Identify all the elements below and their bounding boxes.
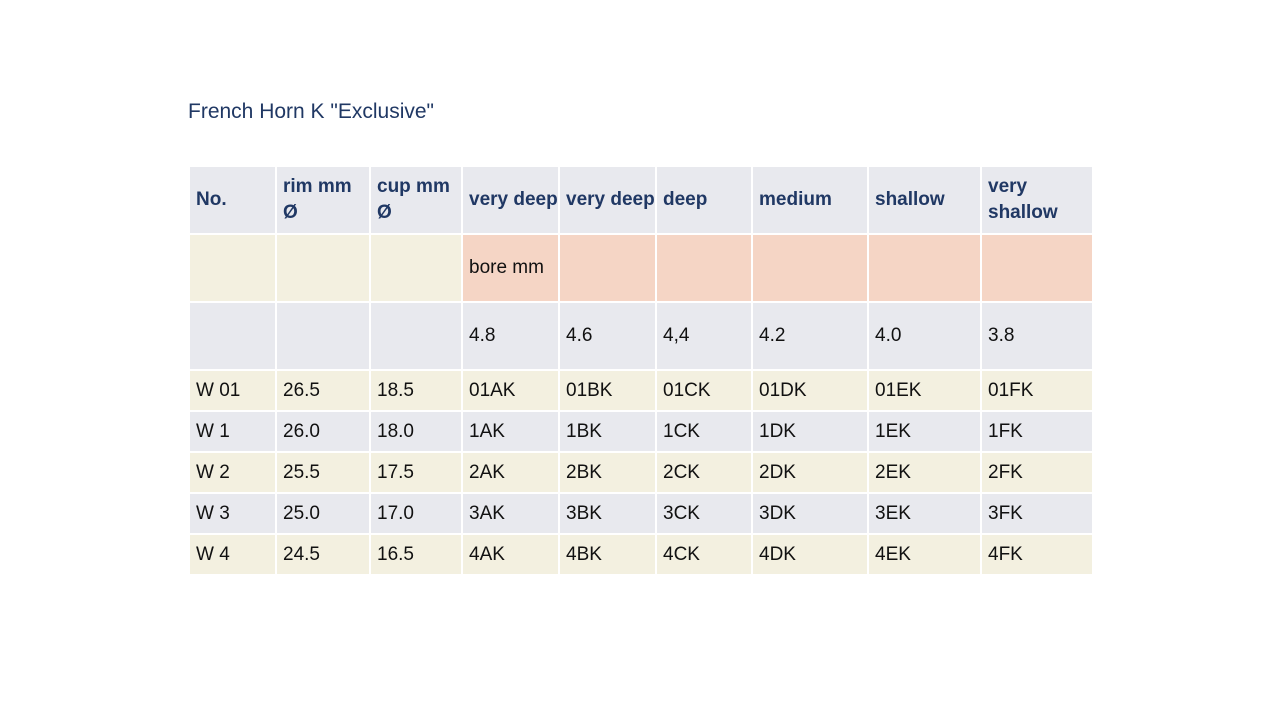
table-cell: 16.5 xyxy=(369,533,463,576)
empty-cell xyxy=(867,233,982,303)
table-cell: 2DK xyxy=(751,451,869,494)
empty-cell xyxy=(188,233,277,303)
table-row: W 1 26.0 18.0 1AK 1BK 1CK 1DK 1EK 1FK xyxy=(188,410,1094,453)
table-cell: 4CK xyxy=(655,533,753,576)
table-cell: 2EK xyxy=(867,451,982,494)
table-cell: 2FK xyxy=(980,451,1094,494)
column-header: rim mm Ø xyxy=(275,165,371,235)
table-cell: 4BK xyxy=(558,533,657,576)
table-cell: W 4 xyxy=(188,533,277,576)
table-cell: 1BK xyxy=(558,410,657,453)
table-cell: 1EK xyxy=(867,410,982,453)
empty-cell xyxy=(369,301,463,371)
table-cell: W 1 xyxy=(188,410,277,453)
empty-cell xyxy=(275,301,371,371)
table-cell: 01AK xyxy=(461,369,560,412)
table-cell: 3FK xyxy=(980,492,1094,535)
table-cell: 01CK xyxy=(655,369,753,412)
table-row: W 3 25.0 17.0 3AK 3BK 3CK 3DK 3EK 3FK xyxy=(188,492,1094,535)
table-cell: W 3 xyxy=(188,492,277,535)
table-cell: 1AK xyxy=(461,410,560,453)
table-cell: 1DK xyxy=(751,410,869,453)
table-cell: 4FK xyxy=(980,533,1094,576)
table-row: W 01 26.5 18.5 01AK 01BK 01CK 01DK 01EK 01FK xyxy=(188,369,1094,412)
table-cell: 26.5 xyxy=(275,369,371,412)
table-cell: 3BK xyxy=(558,492,657,535)
table-cell: 1FK xyxy=(980,410,1094,453)
table-cell: 01BK xyxy=(558,369,657,412)
empty-cell xyxy=(188,301,277,371)
table-cell: 2CK xyxy=(655,451,753,494)
bore-value: 4.6 xyxy=(558,301,657,371)
table-cell: 25.0 xyxy=(275,492,371,535)
empty-cell xyxy=(980,233,1094,303)
column-header: deep xyxy=(655,165,753,235)
table-row: W 4 24.5 16.5 4AK 4BK 4CK 4DK 4EK 4FK xyxy=(188,533,1094,576)
table-cell: 3AK xyxy=(461,492,560,535)
table-cell: 18.5 xyxy=(369,369,463,412)
page-title: French Horn K "Exclusive" xyxy=(188,100,434,123)
table-cell: 4EK xyxy=(867,533,982,576)
table-cell: 3CK xyxy=(655,492,753,535)
table-cell: 01DK xyxy=(751,369,869,412)
table-cell: 4DK xyxy=(751,533,869,576)
empty-cell xyxy=(275,233,371,303)
column-header: shallow xyxy=(867,165,982,235)
empty-cell xyxy=(369,233,463,303)
bore-label: bore mm xyxy=(461,233,560,303)
table-cell: 3DK xyxy=(751,492,869,535)
table-cell: 24.5 xyxy=(275,533,371,576)
table-cell: 17.0 xyxy=(369,492,463,535)
table-cell: 2BK xyxy=(558,451,657,494)
table-cell: 01EK xyxy=(867,369,982,412)
bore-values-row: 4.8 4.6 4,4 4.2 4.0 3.8 xyxy=(188,301,1094,371)
empty-cell xyxy=(655,233,753,303)
column-header: very shallow xyxy=(980,165,1094,235)
column-header: No. xyxy=(188,165,277,235)
column-header: very deep xyxy=(558,165,657,235)
table-cell: 01FK xyxy=(980,369,1094,412)
table-cell: 25.5 xyxy=(275,451,371,494)
column-header: cup mm Ø xyxy=(369,165,463,235)
table-row: W 2 25.5 17.5 2AK 2BK 2CK 2DK 2EK 2FK xyxy=(188,451,1094,494)
column-header: medium xyxy=(751,165,869,235)
table-cell: 2AK xyxy=(461,451,560,494)
table-cell: W 2 xyxy=(188,451,277,494)
bore-value: 4,4 xyxy=(655,301,753,371)
table-cell: 17.5 xyxy=(369,451,463,494)
table-cell: W 01 xyxy=(188,369,277,412)
bore-value: 4.0 xyxy=(867,301,982,371)
table-cell: 4AK xyxy=(461,533,560,576)
bore-value: 4.8 xyxy=(461,301,560,371)
table-cell: 18.0 xyxy=(369,410,463,453)
empty-cell xyxy=(558,233,657,303)
table-cell: 26.0 xyxy=(275,410,371,453)
column-header: very deep xyxy=(461,165,560,235)
bore-label-row: bore mm xyxy=(188,233,1094,303)
table-cell: 1CK xyxy=(655,410,753,453)
empty-cell xyxy=(751,233,869,303)
bore-value: 3.8 xyxy=(980,301,1094,371)
bore-value: 4.2 xyxy=(751,301,869,371)
table-cell: 3EK xyxy=(867,492,982,535)
